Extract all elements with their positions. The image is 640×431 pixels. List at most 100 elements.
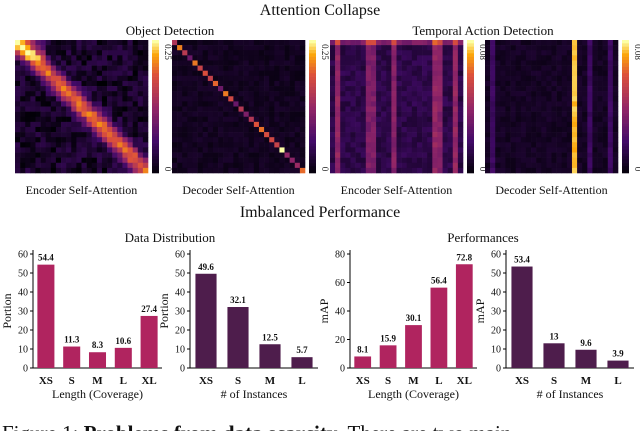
heatmap-cell	[192, 75, 198, 82]
heatmap-cell	[96, 70, 103, 77]
heatmap-cell	[187, 80, 193, 87]
heatmap-cell	[207, 65, 214, 71]
heatmap-cell	[411, 65, 418, 71]
heatmap-cell	[422, 157, 428, 164]
heatmap-cell	[274, 50, 280, 56]
heatmap-cell	[520, 65, 527, 71]
heatmap-cell	[50, 137, 57, 143]
heatmap-cell	[365, 75, 372, 82]
heatmap-cell	[274, 80, 280, 87]
heatmap-cell	[381, 86, 387, 92]
heatmap-cell	[531, 65, 537, 71]
heatmap-cell	[571, 111, 578, 118]
heatmap-cell	[577, 142, 583, 148]
heatmap-cell	[187, 152, 193, 158]
heatmap-cell	[243, 137, 250, 143]
heatmap-cell	[274, 101, 280, 107]
heatmap-cell	[345, 91, 351, 97]
heatmap-cell	[101, 116, 108, 123]
heatmap-cell	[597, 132, 603, 138]
heatmap-cell	[137, 162, 144, 169]
heatmap-cell	[96, 106, 103, 112]
heatmap-cell	[274, 40, 280, 46]
heatmap-cell	[490, 111, 496, 118]
heatmap-cell	[25, 152, 31, 158]
heatmap-cell	[386, 126, 392, 133]
heatmap-cell	[177, 70, 183, 77]
heatmap-cell	[81, 50, 87, 56]
heatmap-cell	[452, 126, 459, 133]
heatmap-cell	[566, 75, 573, 82]
heatmap-cell	[207, 75, 214, 82]
heatmap-cell	[258, 111, 265, 118]
heatmap-cell	[142, 132, 149, 138]
heatmap-cell	[381, 70, 387, 77]
colorbar-segment	[309, 76, 316, 81]
heatmap-cell	[401, 147, 408, 153]
heatmap-cell	[335, 106, 341, 112]
heatmap-cell	[55, 126, 62, 133]
heatmap-cell	[30, 111, 36, 118]
heatmap-cell	[228, 40, 234, 46]
heatmap-cell	[264, 50, 270, 56]
heatmap-cell	[485, 60, 491, 66]
heatmap-cell	[127, 111, 133, 118]
heatmap-cell	[212, 80, 219, 87]
heatmap-cell	[505, 142, 511, 148]
heatmap-cell	[520, 167, 527, 174]
heatmap-cell	[571, 132, 578, 138]
heatmap-cell	[602, 86, 609, 92]
heatmap-cell	[35, 157, 41, 164]
heatmap-cell	[541, 167, 547, 174]
heatmap-cell	[350, 142, 356, 148]
heatmap-cell	[15, 45, 21, 51]
heatmap-cell	[531, 91, 537, 97]
y-tick-label: 60	[335, 278, 345, 289]
heatmap-cell	[172, 55, 178, 61]
heatmap-cell	[411, 45, 418, 51]
heatmap-cell	[45, 50, 52, 56]
heatmap-cell	[381, 121, 387, 128]
heatmap-cell	[243, 96, 250, 102]
heatmap-cell	[396, 65, 402, 71]
heatmap-cell	[25, 40, 31, 46]
heatmap-cell	[258, 167, 265, 174]
heatmap-cell	[612, 45, 619, 51]
heatmap-cell	[294, 162, 301, 169]
heatmap-cell	[258, 60, 265, 66]
colorbar-tick-label: 0.08	[478, 44, 488, 60]
heatmap-cell	[30, 167, 36, 174]
heatmap-cell	[345, 70, 351, 77]
colorbar-segment	[152, 96, 159, 101]
heatmap-cell	[258, 40, 265, 46]
heatmap-cell	[40, 65, 46, 71]
heatmap-cell	[117, 142, 123, 148]
heatmap-cell	[602, 40, 609, 46]
heatmap-cell	[376, 162, 382, 169]
heatmap-cell	[117, 40, 123, 46]
heatmap-cell	[515, 45, 522, 51]
heatmap-cell	[253, 65, 260, 71]
heatmap-cell	[391, 70, 397, 77]
heatmap-cell	[515, 152, 522, 158]
heatmap-cell	[541, 152, 547, 158]
value-label: 5.7	[296, 345, 308, 355]
y-tick-label: 0	[180, 364, 185, 375]
heatmap-cell	[101, 101, 108, 107]
heatmap-cell	[233, 132, 239, 138]
heatmap-cell	[269, 86, 275, 92]
heatmap-cell	[112, 101, 118, 107]
heatmap-cell	[597, 96, 603, 102]
heatmap-cell	[566, 111, 573, 118]
heatmap-cell	[15, 152, 21, 158]
heatmap-cell	[117, 96, 123, 102]
heatmap-cell	[117, 157, 123, 164]
heatmap-cell	[212, 152, 219, 158]
heatmap-cell	[571, 167, 578, 174]
heatmap-cell	[571, 45, 578, 51]
heatmap-cell	[137, 106, 144, 112]
heatmap-cell	[510, 70, 516, 77]
heatmap-cell	[289, 75, 296, 82]
heatmap-cell	[218, 101, 224, 107]
heatmap-cell	[258, 142, 265, 148]
